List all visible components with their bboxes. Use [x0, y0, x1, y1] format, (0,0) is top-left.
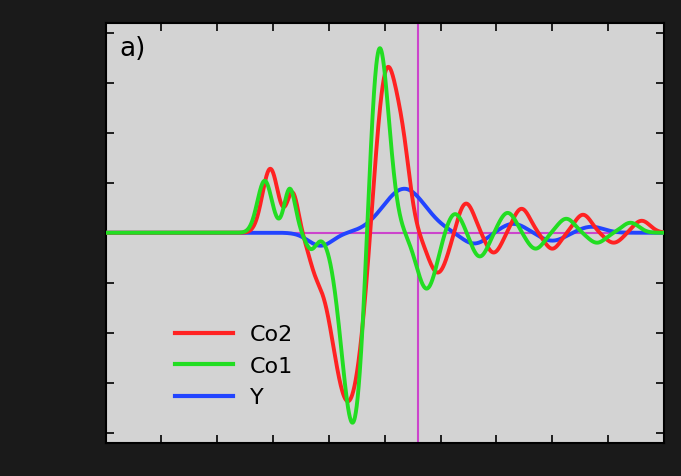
Legend: Co2, Co1, Y: Co2, Co1, Y — [166, 316, 301, 416]
Text: a): a) — [120, 36, 146, 62]
